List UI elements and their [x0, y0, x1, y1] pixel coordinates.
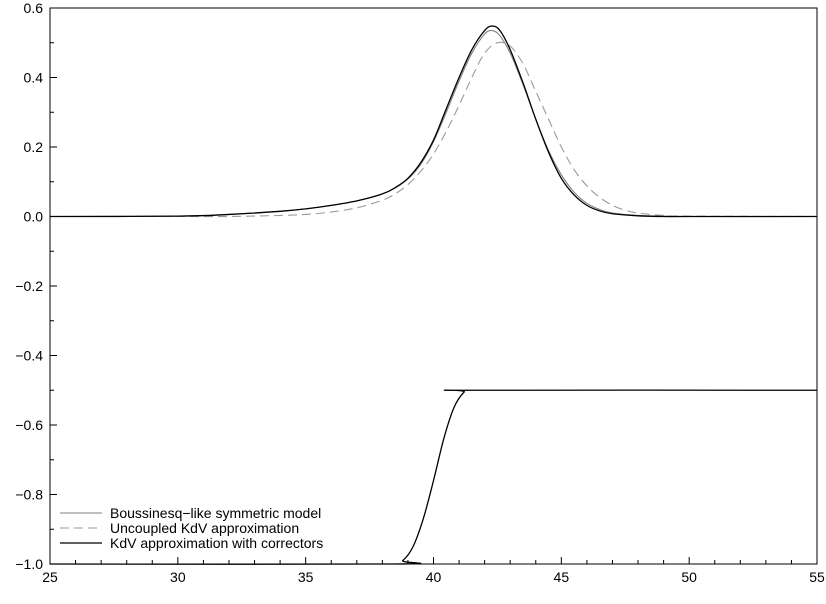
y-tick-label: 0.6 [24, 0, 44, 16]
series-bottom-profile-line [49, 389, 818, 565]
x-tick-label: 55 [809, 569, 825, 585]
series-uncoupled-kdv-line [49, 41, 818, 218]
y-tick-label: −0.2 [15, 278, 43, 294]
y-tick-label: −0.4 [15, 348, 43, 364]
x-axis-ticks: 25 30 35 40 45 50 55 [42, 557, 825, 585]
series-boussinesq-line [49, 29, 818, 218]
x-tick-label: 50 [681, 569, 697, 585]
legend: Boussinesq−like symmetric modelUncoupled… [60, 505, 323, 551]
series-lines [49, 25, 818, 565]
x-tick-label: 35 [298, 569, 314, 585]
y-tick-label: −0.6 [15, 417, 43, 433]
x-tick-label: 30 [170, 569, 186, 585]
series-kdv-correctors-line [49, 25, 817, 218]
y-tick-label: −0.8 [15, 487, 43, 503]
y-tick-label: 0.2 [24, 139, 44, 155]
x-tick-label: 45 [554, 569, 570, 585]
legend-label: Boussinesq−like symmetric model [110, 505, 321, 521]
y-axis-ticks: −1.0 −0.8 −0.6 −0.4 −0.2 0.0 0.2 0.4 0.6 [15, 0, 57, 572]
y-tick-label: −1.0 [15, 556, 43, 572]
y-tick-label: 0.0 [24, 209, 44, 225]
legend-label: Uncoupled KdV approximation [110, 520, 299, 536]
x-tick-label: 25 [42, 569, 58, 585]
legend-label: KdV approximation with correctors [110, 535, 323, 551]
y-tick-label: 0.4 [24, 70, 44, 86]
x-tick-label: 40 [426, 569, 442, 585]
